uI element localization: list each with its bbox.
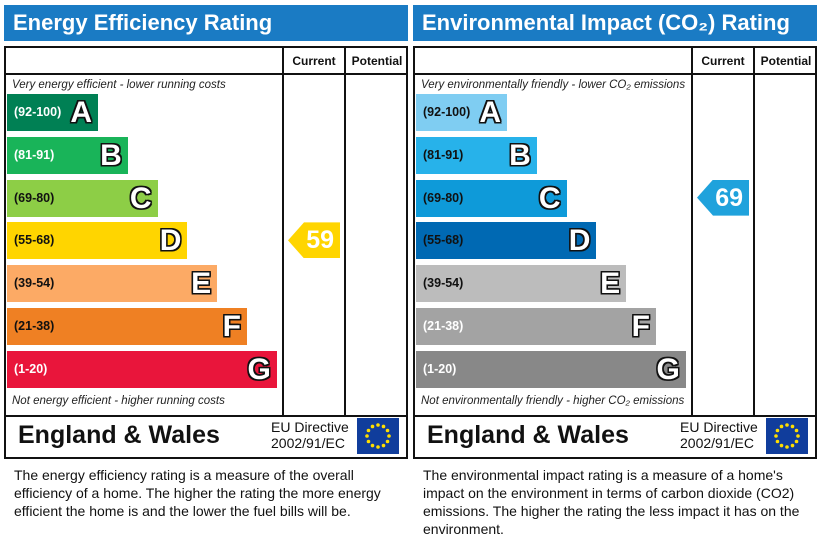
- rating-range-label: (39-54): [423, 276, 464, 291]
- rating-bar-e: (39-54) E: [7, 265, 218, 303]
- eu-directive-line2: 2002/91/EC: [680, 435, 754, 451]
- rating-range-label: (69-80): [14, 190, 55, 205]
- rating-letter: F: [631, 310, 650, 343]
- rating-range-label: (1-20): [423, 361, 457, 376]
- region-label: England & Wales: [427, 421, 629, 449]
- rating-bar-a: (92-100) A: [416, 94, 507, 131]
- rating-table: Current Potential Very environmentally fri…: [413, 46, 817, 459]
- rating-bar-e: (39-54) E: [416, 265, 627, 303]
- eu-flag-icon: [766, 418, 808, 454]
- column-header-current: Current: [292, 54, 336, 68]
- rating-description: The environmental impact rating is a mea…: [423, 467, 800, 537]
- current-rating-arrow: 69: [697, 179, 749, 216]
- chart-title: Environmental Impact (CO₂) Rating: [413, 5, 817, 41]
- rating-bar-g: (1-20) G: [416, 350, 686, 388]
- rating-letter: D: [568, 224, 591, 258]
- eu-directive: EU Directive 2002/91/EC: [680, 419, 758, 451]
- footer-divider: [415, 415, 815, 417]
- rating-range-label: (55-68): [14, 233, 55, 248]
- region-label: England & Wales: [18, 421, 220, 449]
- header-divider: [6, 73, 406, 75]
- chart-title: Energy Efficiency Rating: [4, 5, 408, 41]
- energy-efficiency-panel: Energy Efficiency Rating Current Potential…: [4, 0, 409, 547]
- footer-divider: [6, 415, 406, 417]
- eu-flag-icon: [357, 418, 399, 454]
- potential-column-divider: [344, 48, 346, 415]
- rating-letter: C: [129, 181, 152, 215]
- rating-letter: C: [538, 181, 561, 215]
- rating-bar-d: (55-68) D: [416, 222, 597, 260]
- column-header-current: Current: [701, 54, 745, 68]
- rating-letter: G: [656, 352, 680, 386]
- rating-bar-b: (81-91) B: [7, 136, 128, 174]
- top-note: Very energy efficient - lower running co…: [12, 79, 226, 91]
- rating-range-label: (21-38): [14, 319, 55, 333]
- top-note: Very environmentally friendly - lower CO…: [421, 79, 686, 91]
- eu-directive: EU Directive 2002/91/EC: [271, 419, 349, 451]
- rating-range-label: (21-38): [423, 319, 464, 333]
- potential-column-divider: [753, 48, 755, 415]
- rating-range-label: (92-100): [423, 105, 471, 119]
- eu-directive-line2: 2002/91/EC: [271, 435, 345, 451]
- rating-bar-d: (55-68) D: [7, 222, 188, 260]
- rating-bar-f: (21-38) F: [7, 308, 247, 345]
- rating-range-label: (81-91): [14, 147, 55, 162]
- rating-bar-a: (92-100) A: [7, 94, 98, 131]
- rating-range-label: (69-80): [423, 190, 464, 205]
- rating-bar-c: (69-80) C: [416, 179, 567, 217]
- column-header-potential: Potential: [760, 54, 812, 68]
- current-column-divider: [691, 48, 693, 415]
- column-header-potential: Potential: [351, 54, 403, 68]
- rating-table: Current Potential Very energy efficient - …: [4, 46, 408, 459]
- rating-range-label: (39-54): [14, 276, 55, 291]
- rating-range-label: (1-20): [14, 361, 48, 376]
- rating-range-label: (92-100): [14, 105, 62, 119]
- bottom-note: Not energy efficient - higher running co…: [12, 395, 225, 407]
- rating-letter: B: [509, 138, 531, 172]
- bottom-note: Not environmentally friendly - higher CO…: [421, 395, 685, 407]
- header-divider: [415, 73, 815, 75]
- current-rating-arrow: 59: [288, 222, 340, 259]
- eu-directive-line1: EU Directive: [680, 419, 758, 435]
- rating-range-label: (55-68): [423, 233, 464, 248]
- rating-letter: E: [191, 267, 212, 301]
- rating-letter: F: [222, 310, 241, 343]
- rating-bar-f: (21-38) F: [416, 308, 656, 345]
- current-column-divider: [282, 48, 284, 415]
- environmental-impact-panel: Environmental Impact (CO₂) Rating Current…: [413, 0, 818, 547]
- rating-bar-c: (69-80) C: [7, 179, 158, 217]
- rating-bar-g: (1-20) G: [7, 350, 277, 388]
- eu-directive-line1: EU Directive: [271, 419, 349, 435]
- rating-bar-b: (81-91) B: [416, 136, 537, 174]
- rating-description: The energy efficiency rating is a measur…: [14, 467, 381, 519]
- rating-range-label: (81-91): [423, 147, 464, 162]
- rating-letter: G: [247, 352, 271, 386]
- rating-letter: D: [159, 224, 182, 258]
- rating-letter: B: [100, 138, 122, 172]
- rating-letter: E: [600, 267, 621, 301]
- rating-letter: A: [479, 96, 501, 129]
- rating-letter: A: [70, 96, 92, 129]
